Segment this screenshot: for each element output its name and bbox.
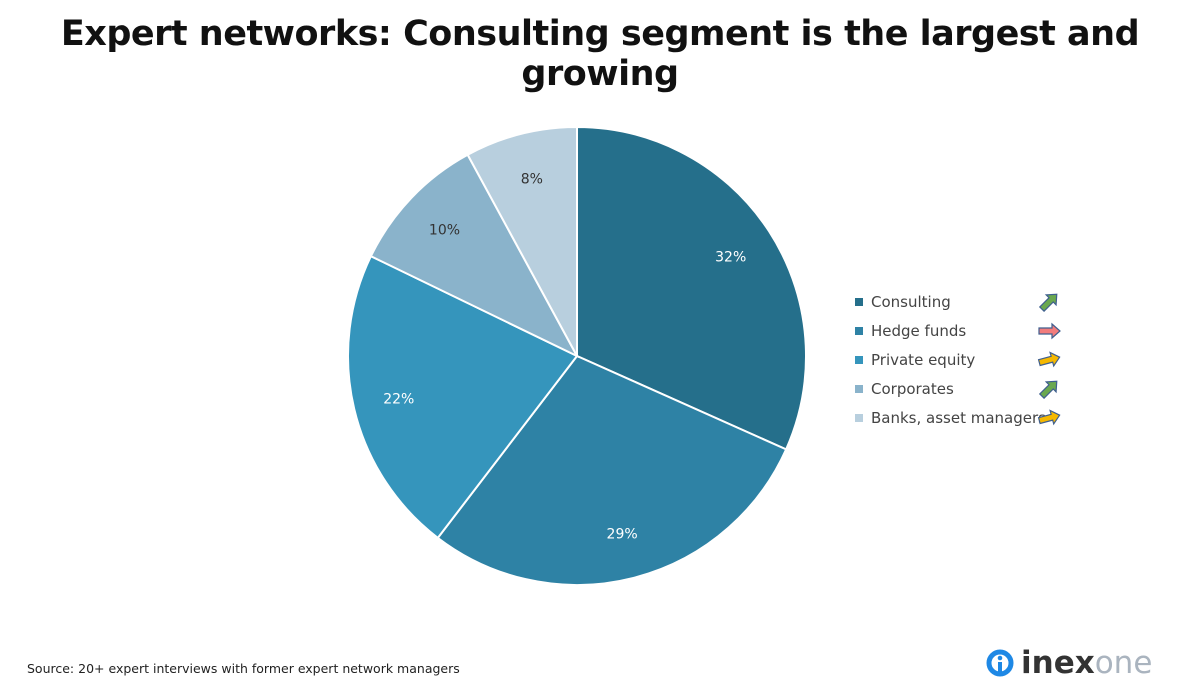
logo-icon xyxy=(986,649,1014,677)
data-label: 10% xyxy=(429,223,460,239)
legend-label: Banks, asset managers xyxy=(871,408,1046,427)
trend-arrow-icon xyxy=(1038,380,1058,399)
chart-title: Expert networks: Consulting segment is t… xyxy=(60,14,1140,94)
pie-slice-consulting xyxy=(576,125,807,451)
pie-slice-hedge-funds xyxy=(436,354,788,586)
data-label: 8% xyxy=(521,171,543,187)
legend-item: Hedge funds xyxy=(855,316,1065,345)
source-note: Source: 20+ expert interviews with forme… xyxy=(27,661,460,676)
legend-item: Private equity xyxy=(855,345,1065,374)
legend-swatch xyxy=(855,326,863,335)
data-label: 22% xyxy=(383,391,414,407)
trend-arrow-icon xyxy=(1038,322,1061,340)
legend-swatch xyxy=(855,355,863,364)
pie-slice-private-equity xyxy=(347,254,579,540)
logo-text-light: one xyxy=(1094,645,1153,681)
legend-swatch xyxy=(855,384,863,393)
legend: Consulting Hedge funds Private equity Co… xyxy=(855,287,1065,432)
legend-swatch xyxy=(855,297,863,306)
trend-arrow-icon xyxy=(1038,293,1058,312)
legend-item: Corporates xyxy=(855,374,1065,403)
data-label: 32% xyxy=(715,249,746,265)
legend-swatch xyxy=(855,413,863,422)
trend-arrow-icon xyxy=(1037,409,1061,426)
legend-item: Consulting xyxy=(855,287,1065,316)
legend-item: Banks, asset managers xyxy=(855,403,1065,432)
legend-label: Corporates xyxy=(871,379,954,398)
data-label: 29% xyxy=(607,527,638,543)
inexone-logo: inex one xyxy=(985,645,1152,681)
legend-label: Private equity xyxy=(871,350,976,369)
legend-label: Consulting xyxy=(871,292,951,311)
pie-slice-corporates xyxy=(369,153,580,359)
logo-text-bold: inex xyxy=(1021,645,1095,681)
legend-label: Hedge funds xyxy=(871,321,967,340)
pie-slice-banks-asset-managers xyxy=(466,125,578,357)
trend-arrow-icon xyxy=(1037,351,1061,368)
